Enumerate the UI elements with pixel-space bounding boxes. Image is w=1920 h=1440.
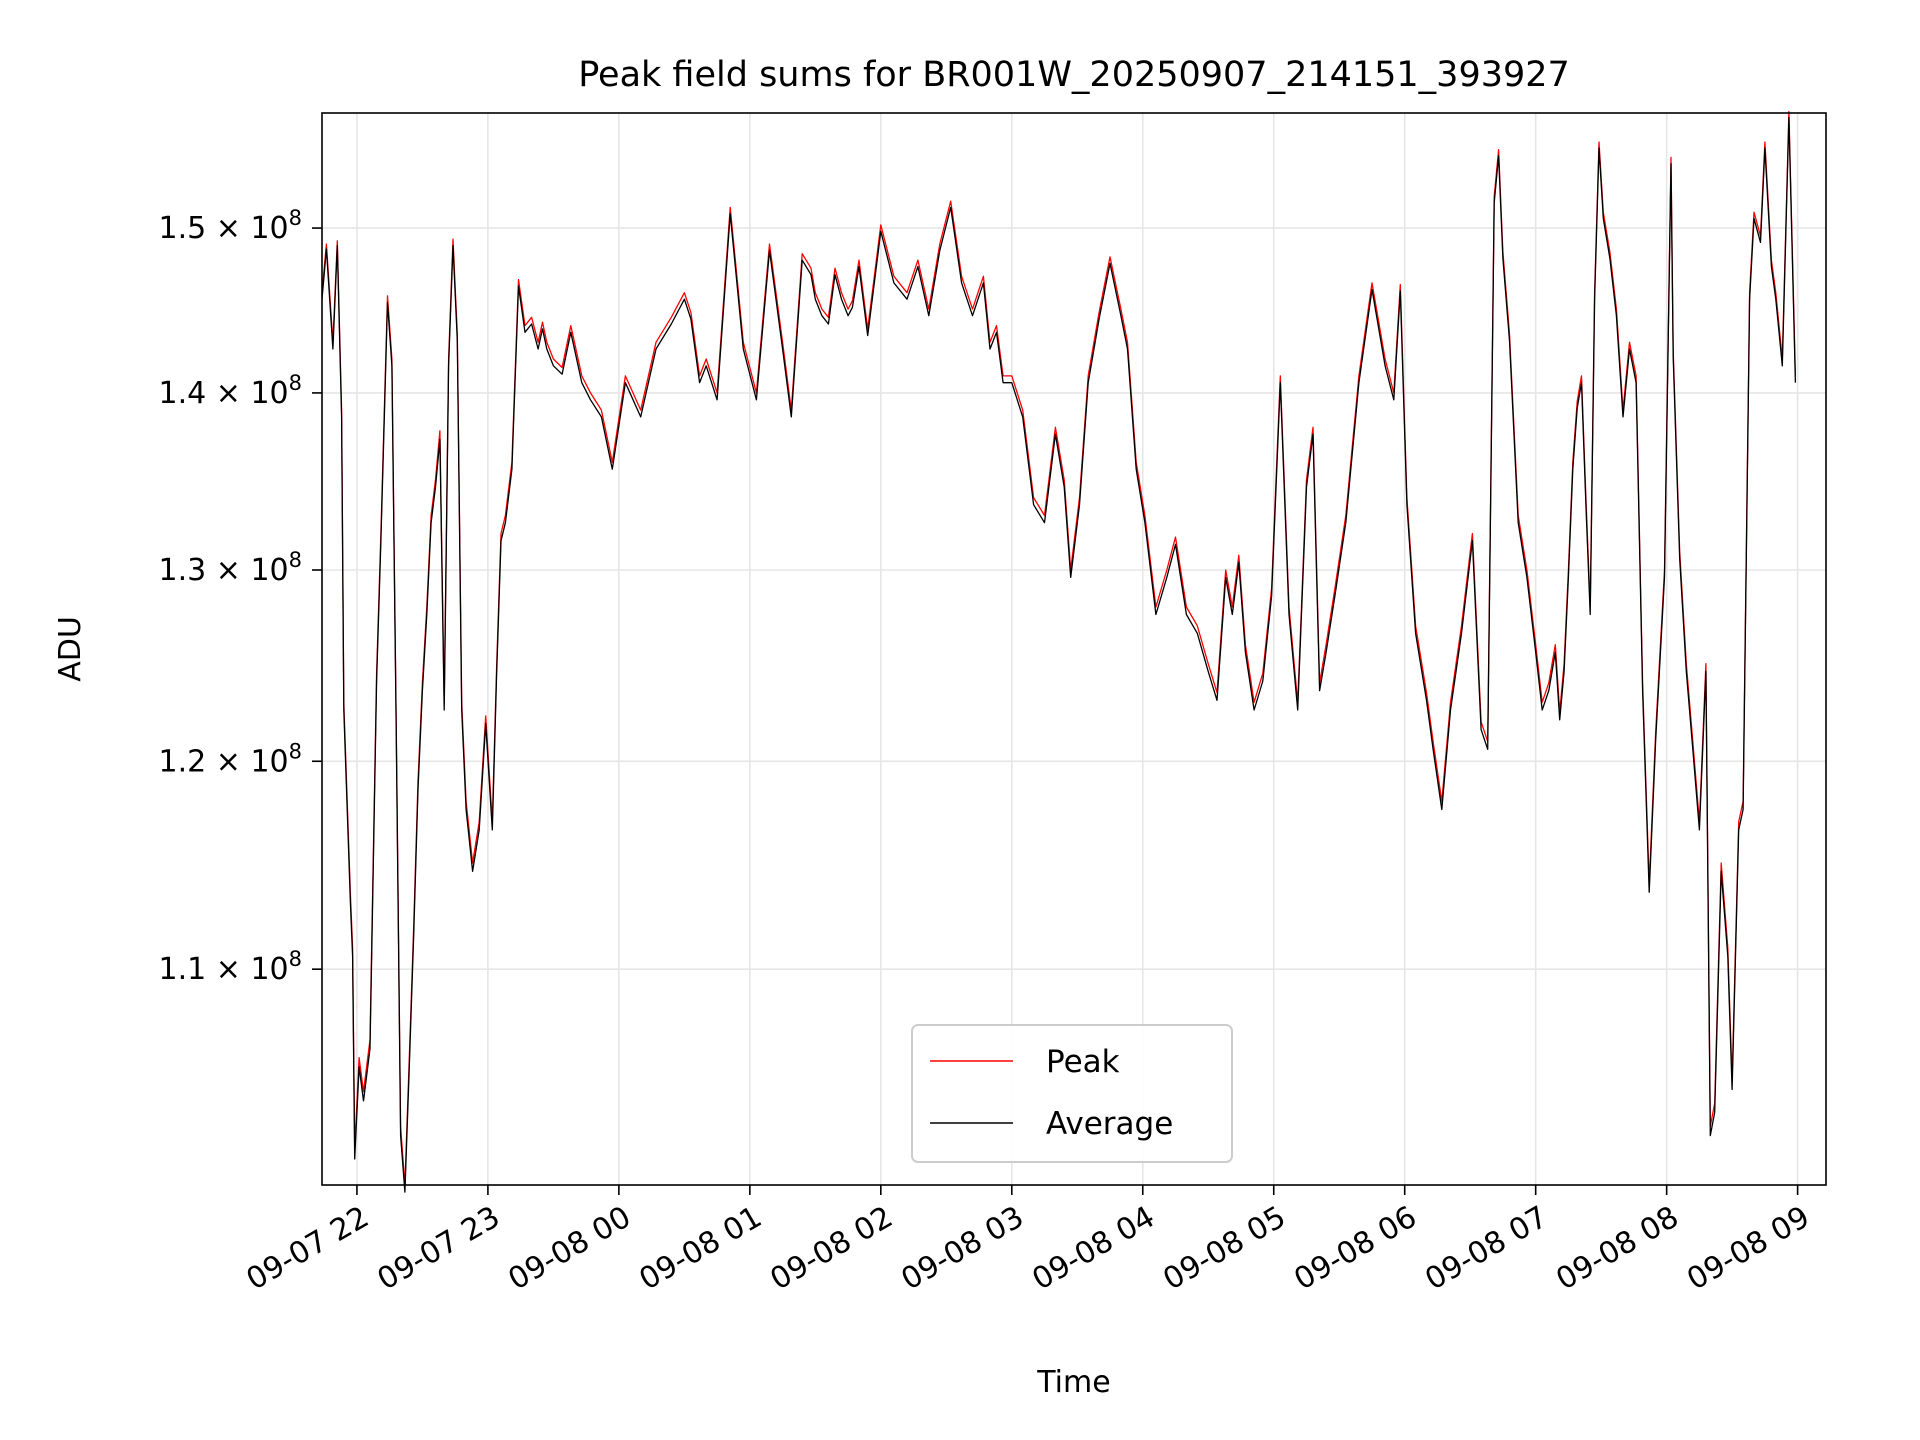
legend-label-average: Average [1046, 1106, 1173, 1142]
y-tick-label: 1.1 × 108 [159, 947, 302, 987]
series-line-average [321, 116, 1797, 1193]
chart-title: Peak field sums for BR001W_20250907_2141… [578, 55, 1570, 95]
y-tick-label: 1.3 × 108 [159, 548, 302, 588]
legend: Peak Average [911, 1024, 1233, 1163]
legend-label-peak: Peak [1046, 1044, 1120, 1080]
y-tick-label: 1.5 × 108 [159, 206, 302, 246]
y-axis-label: ADU [53, 616, 88, 682]
y-tick-label: 1.4 × 108 [159, 371, 302, 411]
y-tick-label: 1.2 × 108 [159, 739, 302, 779]
legend-box [911, 1024, 1233, 1163]
plot-area-frame [321, 112, 1827, 1186]
x-axis-label: Time [1036, 1365, 1110, 1400]
y-axis-ticks: 1.1 × 108 1.2 × 108 1.3 × 108 1.4 × 108 1.5 … [159, 206, 322, 987]
series-layer [321, 110, 1797, 1193]
